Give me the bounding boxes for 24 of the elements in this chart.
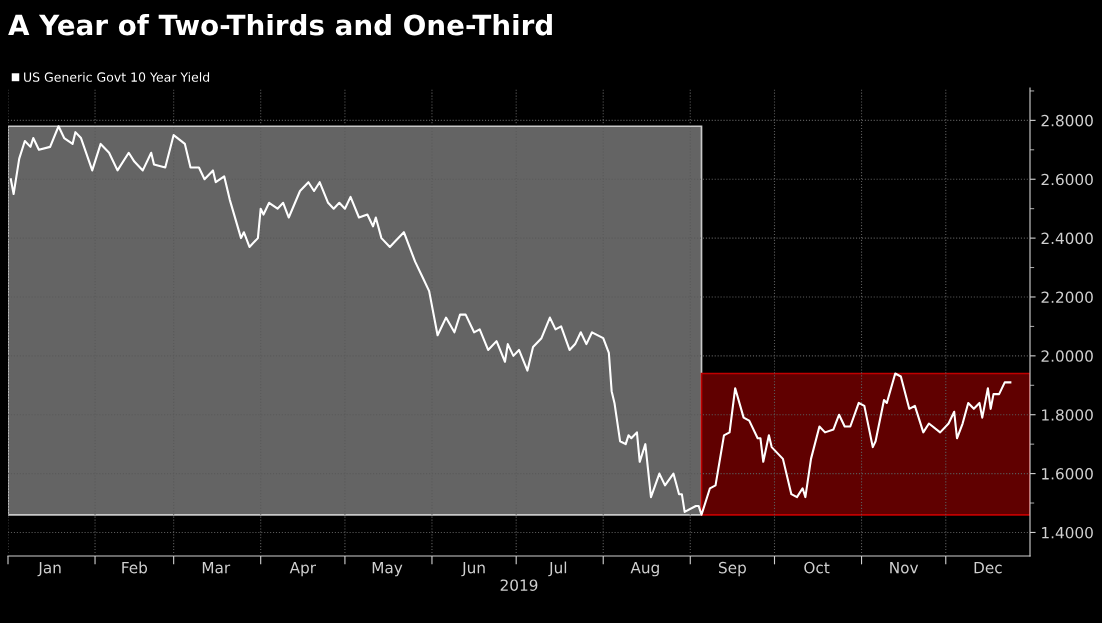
x-tick-label: Jun xyxy=(461,562,485,577)
x-tick-label: Apr xyxy=(289,562,317,577)
y-tick-label: 1.6000 xyxy=(1042,468,1093,480)
x-tick-label: May xyxy=(372,562,403,577)
y-tick-label: 2.4000 xyxy=(1041,232,1093,245)
y-tick-label: 1.4000 xyxy=(1042,526,1093,539)
y-tick-label: 2.8000 xyxy=(1041,114,1093,127)
x-tick-label: Aug xyxy=(630,562,659,577)
y-tick-label: 2.2000 xyxy=(1041,291,1093,303)
line-series xyxy=(9,125,1012,516)
y-tick-label: 2.0000 xyxy=(1041,350,1093,362)
x-tick-label: Dec xyxy=(974,562,1002,574)
x-tick-label: Jul xyxy=(548,561,567,577)
y-tick-label: 1.8000 xyxy=(1042,409,1093,421)
x-tick-label: Sep xyxy=(718,561,746,577)
x-tick-label: Nov xyxy=(890,562,919,574)
x-axis-title: 2019 xyxy=(500,579,538,591)
y-tick-label: 2.6000 xyxy=(1041,173,1093,186)
x-tick-label: Feb xyxy=(122,561,148,574)
x-tick-label: Mar xyxy=(202,562,231,574)
x-tick-label: Jan xyxy=(37,562,61,577)
x-tick-label: Oct xyxy=(804,561,830,574)
legend-label: US Generic Govt 10 Year Yield xyxy=(24,72,210,82)
chart-title: A Year of Two-Thirds and One-Third xyxy=(8,14,552,36)
